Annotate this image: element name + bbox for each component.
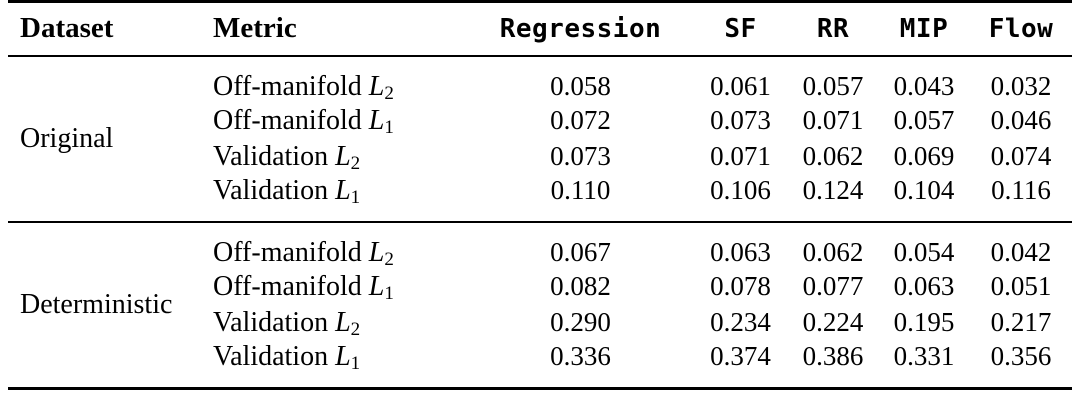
- results-table: Dataset Metric Regression SF RR MIP Flow…: [8, 0, 1072, 390]
- metric-value: 0.331: [893, 341, 955, 371]
- metric-value: 0.063: [710, 237, 771, 267]
- metric-value: 0.356: [990, 341, 1052, 371]
- norm-symbol: L2: [368, 70, 394, 105]
- metric-value: 0.124: [802, 175, 864, 205]
- metric-value: 0.046: [990, 105, 1052, 135]
- metric-value: 0.042: [990, 237, 1052, 267]
- metric-value: 0.071: [802, 105, 864, 135]
- table-row: Off-manifold L1 0.082 0.078 0.077 0.063 …: [8, 269, 1072, 305]
- metric-value: 0.054: [893, 237, 955, 267]
- metric-value: 0.072: [550, 105, 611, 135]
- table-row: Original Off-manifold L2 0.058 0.061 0.0…: [8, 56, 1072, 154]
- metric-value: 0.032: [990, 71, 1052, 101]
- dataset-group-deterministic: Deterministic Off-manifold L2 0.067 0.06…: [8, 222, 1072, 389]
- dataset-group-original: Original Off-manifold L2 0.058 0.061 0.0…: [8, 56, 1072, 222]
- norm-symbol: L2: [368, 236, 394, 271]
- metric-label: Validation L1: [213, 340, 361, 375]
- metric-value: 0.110: [550, 175, 611, 205]
- table-row: Validation L2 0.073 0.071 0.062 0.069 0.…: [8, 139, 1072, 175]
- metric-value: 0.073: [550, 141, 611, 171]
- metric-label: Off-manifold L1: [213, 270, 394, 305]
- table-row: Deterministic Off-manifold L2 0.067 0.06…: [8, 222, 1072, 320]
- table-row: Off-manifold L1 0.072 0.073 0.071 0.057 …: [8, 103, 1072, 139]
- metric-value: 0.290: [550, 307, 611, 337]
- metric-value: 0.073: [710, 105, 771, 135]
- norm-symbol: L1: [335, 340, 361, 375]
- metric-value: 0.224: [802, 307, 864, 337]
- metric-label: Off-manifold L2: [213, 70, 394, 105]
- metric-value: 0.082: [550, 271, 611, 301]
- metric-value: 0.116: [991, 175, 1051, 205]
- column-header-regression: Regression: [499, 13, 662, 44]
- metric-value: 0.043: [893, 71, 955, 101]
- table-row: Validation L1 0.336 0.374 0.386 0.331 0.…: [8, 341, 1072, 389]
- metric-value: 0.104: [893, 175, 955, 205]
- norm-symbol: L1: [368, 270, 394, 305]
- metric-value: 0.386: [802, 341, 864, 371]
- table-row: Validation L2 0.290 0.234 0.224 0.195 0.…: [8, 305, 1072, 341]
- metric-value: 0.069: [893, 141, 955, 171]
- metric-value: 0.061: [710, 71, 771, 101]
- metric-label: Validation L2: [213, 306, 361, 341]
- metric-label: Validation L2: [213, 140, 361, 175]
- metric-value: 0.336: [550, 341, 611, 371]
- column-header-dataset: Dataset: [20, 12, 114, 45]
- metric-value: 0.063: [893, 271, 955, 301]
- column-header-rr: RR: [816, 13, 850, 44]
- norm-symbol: L2: [335, 306, 361, 341]
- metric-label: Off-manifold L1: [213, 104, 394, 139]
- norm-symbol: L1: [368, 104, 394, 139]
- dataset-group-label: Deterministic: [20, 288, 173, 320]
- metric-label: Off-manifold L2: [213, 236, 394, 271]
- norm-symbol: L2: [335, 140, 361, 175]
- column-header-mip: MIP: [899, 13, 949, 44]
- dataset-group-label: Original: [20, 122, 114, 154]
- metric-value: 0.071: [710, 141, 771, 171]
- metric-value: 0.374: [710, 341, 771, 371]
- metric-value: 0.217: [990, 307, 1052, 337]
- metric-label: Validation L1: [213, 174, 361, 209]
- column-header-flow: Flow: [988, 13, 1054, 44]
- column-header-metric: Metric: [213, 12, 297, 45]
- norm-symbol: L1: [335, 174, 361, 209]
- metric-value: 0.057: [893, 105, 955, 135]
- metric-value: 0.057: [802, 71, 864, 101]
- metric-value: 0.067: [550, 237, 611, 267]
- metric-value: 0.074: [990, 141, 1052, 171]
- header-row: Dataset Metric Regression SF RR MIP Flow: [8, 2, 1072, 56]
- metric-value: 0.106: [710, 175, 771, 205]
- column-header-sf: SF: [724, 13, 757, 44]
- metric-value: 0.078: [710, 271, 771, 301]
- table-row: Validation L1 0.110 0.106 0.124 0.104 0.…: [8, 175, 1072, 222]
- metric-value: 0.062: [802, 237, 864, 267]
- metric-value: 0.195: [893, 307, 955, 337]
- metric-value: 0.051: [990, 271, 1052, 301]
- table-header: Dataset Metric Regression SF RR MIP Flow: [8, 2, 1072, 56]
- metric-value: 0.062: [802, 141, 864, 171]
- metric-value: 0.234: [710, 307, 771, 337]
- metric-value: 0.077: [802, 271, 864, 301]
- metric-value: 0.058: [550, 71, 611, 101]
